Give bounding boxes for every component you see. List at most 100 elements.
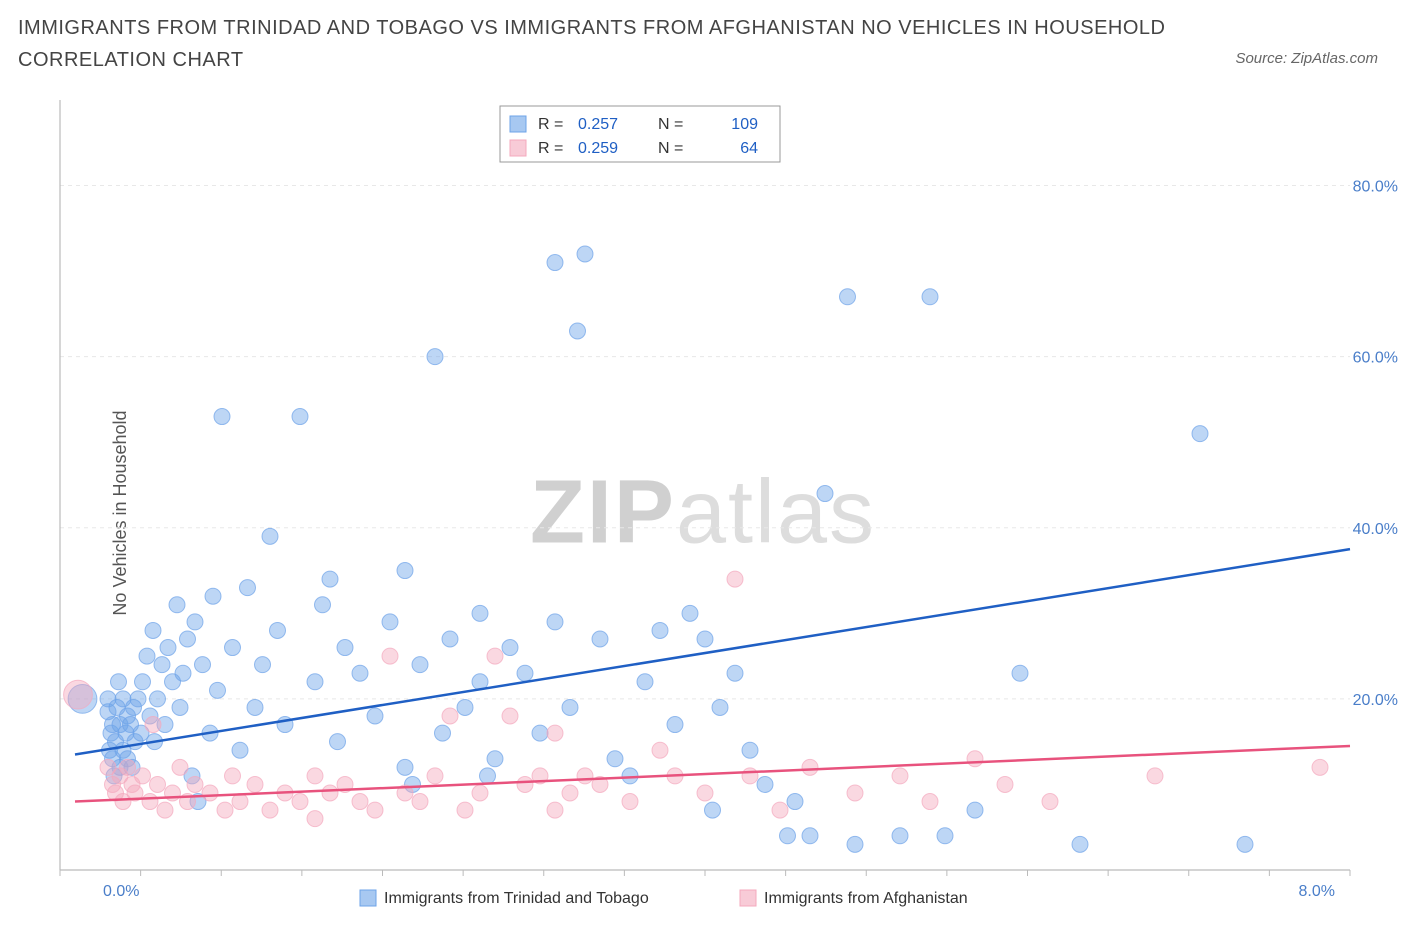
bottom-legend-label: Immigrants from Afghanistan <box>764 890 968 907</box>
data-point <box>382 648 398 664</box>
data-point <box>472 605 488 621</box>
data-point <box>142 794 158 810</box>
data-point <box>1312 759 1328 775</box>
x-tick-label: 0.0% <box>103 883 139 900</box>
data-point <box>172 699 188 715</box>
bottom-legend-swatch <box>360 890 376 906</box>
data-point <box>160 640 176 656</box>
data-point <box>705 802 721 818</box>
data-point <box>172 759 188 775</box>
data-point <box>154 657 170 673</box>
y-tick-label: 20.0% <box>1353 692 1398 709</box>
data-point <box>352 665 368 681</box>
data-point <box>487 648 503 664</box>
data-point <box>315 597 331 613</box>
data-point <box>232 794 248 810</box>
data-point <box>442 631 458 647</box>
data-point <box>892 828 908 844</box>
data-point <box>682 605 698 621</box>
data-point <box>255 657 271 673</box>
data-point <box>652 622 668 638</box>
data-point <box>772 802 788 818</box>
legend-swatch <box>510 140 526 156</box>
y-tick-label: 40.0% <box>1353 521 1398 538</box>
data-point <box>247 699 263 715</box>
chart-title: IMMIGRANTS FROM TRINIDAD AND TOBAGO VS I… <box>18 12 1246 76</box>
data-point <box>757 776 773 792</box>
data-point <box>145 717 161 733</box>
legend-n-value: 109 <box>731 116 758 133</box>
data-point <box>262 802 278 818</box>
data-point <box>457 802 473 818</box>
legend-r-label: R = <box>538 140 563 157</box>
data-point <box>487 751 503 767</box>
data-point <box>292 409 308 425</box>
data-point <box>967 751 983 767</box>
data-point <box>727 571 743 587</box>
data-point <box>187 776 203 792</box>
data-point <box>727 665 743 681</box>
data-point <box>64 680 93 709</box>
data-point <box>637 674 653 690</box>
data-point <box>502 640 518 656</box>
bottom-legend-label: Immigrants from Trinidad and Tobago <box>384 890 649 907</box>
data-point <box>697 631 713 647</box>
data-point <box>367 708 383 724</box>
data-point <box>130 691 146 707</box>
data-point <box>139 648 155 664</box>
data-point <box>517 776 533 792</box>
x-tick-label: 8.0% <box>1299 883 1335 900</box>
data-point <box>652 742 668 758</box>
chart-container: No Vehicles in Household ZIPatlas 20.0%4… <box>0 95 1406 930</box>
data-point <box>225 768 241 784</box>
data-point <box>307 768 323 784</box>
data-point <box>169 597 185 613</box>
data-point <box>214 409 230 425</box>
legend-n-value: 64 <box>740 140 758 157</box>
data-point <box>435 725 451 741</box>
data-point <box>622 794 638 810</box>
source-attribution: Source: ZipAtlas.com <box>1235 50 1378 67</box>
data-point <box>337 640 353 656</box>
data-point <box>292 794 308 810</box>
data-point <box>457 699 473 715</box>
data-point <box>562 785 578 801</box>
data-point <box>1237 836 1253 852</box>
data-point <box>412 657 428 673</box>
scatter-chart: 20.0%40.0%60.0%80.0%0.0%8.0%R =0.257N =1… <box>0 95 1406 930</box>
data-point <box>787 794 803 810</box>
data-point <box>472 785 488 801</box>
data-point <box>697 785 713 801</box>
data-point <box>145 622 161 638</box>
data-point <box>607 751 623 767</box>
data-point <box>547 725 563 741</box>
data-point <box>195 657 211 673</box>
data-point <box>307 811 323 827</box>
data-point <box>922 289 938 305</box>
data-point <box>262 528 278 544</box>
data-point <box>1147 768 1163 784</box>
data-point <box>967 802 983 818</box>
data-point <box>352 794 368 810</box>
legend-r-label: R = <box>538 116 563 133</box>
data-point <box>322 785 338 801</box>
data-point <box>217 802 233 818</box>
data-point <box>367 802 383 818</box>
data-point <box>577 246 593 262</box>
data-point <box>180 631 196 647</box>
data-point <box>742 742 758 758</box>
data-point <box>225 640 241 656</box>
data-point <box>742 768 758 784</box>
data-point <box>202 785 218 801</box>
data-point <box>1012 665 1028 681</box>
data-point <box>397 759 413 775</box>
legend-r-value: 0.259 <box>578 140 618 157</box>
data-point <box>427 349 443 365</box>
data-point <box>532 725 548 741</box>
data-point <box>817 486 833 502</box>
data-point <box>120 759 136 775</box>
data-point <box>577 768 593 784</box>
data-point <box>427 768 443 784</box>
data-point <box>382 614 398 630</box>
legend-n-label: N = <box>658 116 683 133</box>
